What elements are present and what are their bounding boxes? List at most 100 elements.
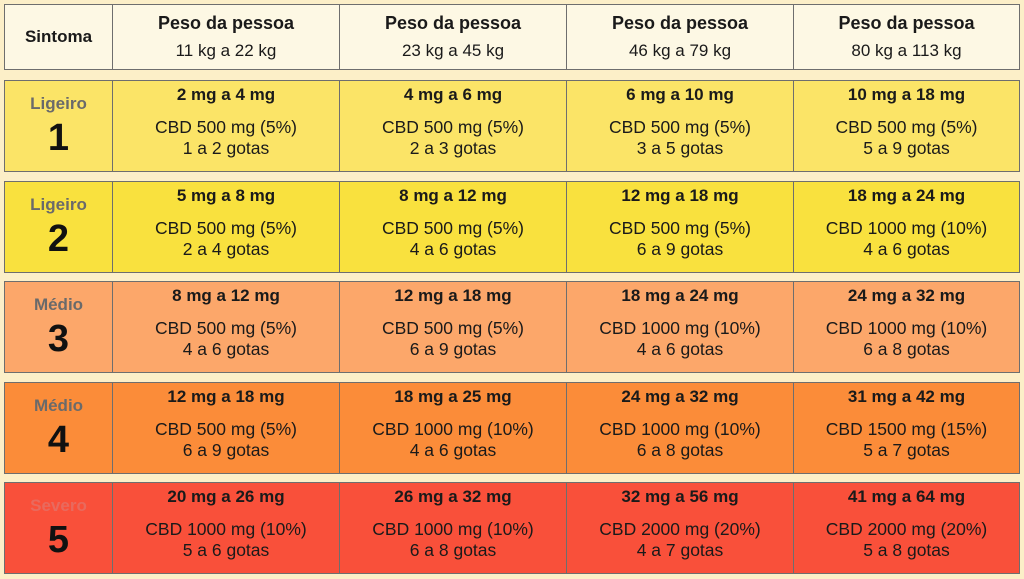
dose-range: 32 mg a 56 mg (621, 487, 739, 506)
dosage-cell: 5 mg a 8 mg CBD 500 mg (5%) 2 a 4 gotas (112, 182, 339, 272)
dosage-cell: 10 mg a 18 mg CBD 500 mg (5%) 5 a 9 gotas (793, 81, 1019, 171)
dosage-cell: 4 mg a 6 mg CBD 500 mg (5%) 2 a 3 gotas (339, 81, 566, 171)
dose-range: 24 mg a 32 mg (621, 387, 739, 406)
cbd-concentration: CBD 1000 mg (10%) (599, 419, 761, 439)
drops-count: 2 a 3 gotas (409, 138, 497, 158)
drops-count: 6 a 8 gotas (636, 440, 724, 460)
symptom-header-label: Sintoma (24, 27, 93, 46)
weight-header-cell: Peso da pessoa 11 kg a 22 kg (112, 5, 339, 69)
cbd-concentration: CBD 500 mg (5%) (382, 117, 524, 137)
dosage-cell: 24 mg a 32 mg CBD 1000 mg (10%) 6 a 8 gota… (566, 383, 793, 473)
dosage-cell: 2 mg a 4 mg CBD 500 mg (5%) 1 a 2 gotas (112, 81, 339, 171)
weight-header-range: 23 kg a 45 kg (401, 41, 505, 60)
severity-label: Médio (33, 295, 84, 314)
severity-level-number: 4 (47, 419, 70, 461)
drops-count: 6 a 9 gotas (409, 339, 497, 359)
dosage-cell: 20 mg a 26 mg CBD 1000 mg (10%) 5 a 6 gota… (112, 483, 339, 573)
drops-count: 5 a 6 gotas (182, 540, 270, 560)
dose-range: 20 mg a 26 mg (167, 487, 285, 506)
dosage-cell: 12 mg a 18 mg CBD 500 mg (5%) 6 a 9 gotas (112, 383, 339, 473)
dose-range: 6 mg a 10 mg (626, 85, 734, 104)
dosage-cell: 8 mg a 12 mg CBD 500 mg (5%) 4 a 6 gotas (339, 182, 566, 272)
symptom-header-cell: Sintoma (5, 5, 112, 69)
cbd-concentration: CBD 500 mg (5%) (609, 218, 751, 238)
weight-header-cell: Peso da pessoa 46 kg a 79 kg (566, 5, 793, 69)
weight-header-range: 46 kg a 79 kg (628, 41, 732, 60)
cbd-concentration: CBD 500 mg (5%) (382, 318, 524, 338)
weight-header-title: Peso da pessoa (611, 13, 749, 33)
dosage-cell: 6 mg a 10 mg CBD 500 mg (5%) 3 a 5 gotas (566, 81, 793, 171)
dosage-cell: 12 mg a 18 mg CBD 500 mg (5%) 6 a 9 gotas (566, 182, 793, 272)
cbd-concentration: CBD 500 mg (5%) (835, 117, 978, 137)
drops-count: 4 a 6 gotas (863, 239, 950, 259)
dose-range: 18 mg a 25 mg (394, 387, 512, 406)
cbd-concentration: CBD 1000 mg (10%) (372, 519, 534, 539)
dose-range: 2 mg a 4 mg (176, 85, 276, 104)
drops-count: 5 a 9 gotas (863, 138, 950, 158)
severity-level-number: 1 (47, 117, 70, 159)
weight-header-title: Peso da pessoa (838, 13, 975, 33)
dosage-cell: 18 mg a 24 mg CBD 1000 mg (10%) 4 a 6 gota… (793, 182, 1019, 272)
dosage-cell: 18 mg a 25 mg CBD 1000 mg (10%) 4 a 6 gota… (339, 383, 566, 473)
drops-count: 6 a 8 gotas (863, 339, 950, 359)
dosage-cell: 12 mg a 18 mg CBD 500 mg (5%) 6 a 9 gotas (339, 282, 566, 372)
symptom-cell: Médio 3 (5, 282, 112, 372)
drops-count: 5 a 7 gotas (863, 440, 950, 460)
severity-label: Ligeiro (30, 94, 87, 113)
severity-level-number: 2 (47, 218, 70, 260)
dosage-cell: 31 mg a 42 mg CBD 1500 mg (15%) 5 a 7 gota… (793, 383, 1019, 473)
dose-range: 10 mg a 18 mg (847, 85, 966, 104)
severity-level-number: 5 (47, 519, 70, 561)
dosage-row: Médio 4 12 mg a 18 mg CBD 500 mg (5%) 6 a 9 … (4, 382, 1020, 474)
dosage-row: Ligeiro 1 2 mg a 4 mg CBD 500 mg (5%) 1 a 2 … (4, 80, 1020, 172)
dose-range: 12 mg a 18 mg (621, 186, 739, 205)
drops-count: 4 a 6 gotas (182, 339, 270, 359)
cbd-concentration: CBD 500 mg (5%) (382, 218, 524, 238)
cbd-concentration: CBD 500 mg (5%) (155, 318, 297, 338)
cbd-concentration: CBD 500 mg (5%) (609, 117, 751, 137)
cbd-concentration: CBD 2000 mg (20%) (825, 519, 988, 539)
weight-header-range: 11 kg a 22 kg (175, 41, 277, 60)
severity-label: Médio (33, 396, 84, 415)
dosage-cell: 24 mg a 32 mg CBD 1000 mg (10%) 6 a 8 gota… (793, 282, 1019, 372)
weight-header-title: Peso da pessoa (384, 13, 522, 33)
dose-range: 31 mg a 42 mg (847, 387, 966, 406)
dose-range: 18 mg a 24 mg (621, 286, 739, 305)
symptom-cell: Severo 5 (5, 483, 112, 573)
dose-range: 8 mg a 12 mg (172, 286, 280, 305)
dose-range: 5 mg a 8 mg (176, 186, 276, 205)
dosage-cell: 8 mg a 12 mg CBD 500 mg (5%) 4 a 6 gotas (112, 282, 339, 372)
drops-count: 1 a 2 gotas (182, 138, 270, 158)
drops-count: 4 a 7 gotas (636, 540, 724, 560)
symptom-cell: Médio 4 (5, 383, 112, 473)
weight-header-cell: Peso da pessoa 23 kg a 45 kg (339, 5, 566, 69)
drops-count: 6 a 9 gotas (636, 239, 724, 259)
severity-label: Severo (30, 496, 87, 515)
dose-range: 12 mg a 18 mg (167, 387, 285, 406)
weight-header-range: 80 kg a 113 kg (851, 41, 962, 60)
drops-count: 3 a 5 gotas (636, 138, 724, 158)
drops-count: 4 a 6 gotas (409, 239, 497, 259)
dosage-cell: 32 mg a 56 mg CBD 2000 mg (20%) 4 a 7 gota… (566, 483, 793, 573)
cbd-concentration: CBD 500 mg (5%) (155, 218, 297, 238)
drops-count: 4 a 6 gotas (409, 440, 497, 460)
cbd-concentration: CBD 1000 mg (10%) (145, 519, 307, 539)
cbd-concentration: CBD 1000 mg (10%) (599, 318, 761, 338)
severity-label: Ligeiro (30, 195, 87, 214)
dosage-row: Médio 3 8 mg a 12 mg CBD 500 mg (5%) 4 a 6 g… (4, 281, 1020, 373)
symptom-cell: Ligeiro 2 (5, 182, 112, 272)
cbd-concentration: CBD 1000 mg (10%) (372, 419, 534, 439)
cbd-concentration: CBD 1000 mg (10%) (825, 318, 988, 338)
drops-count: 6 a 8 gotas (409, 540, 497, 560)
dose-range: 4 mg a 6 mg (403, 85, 503, 104)
drops-count: 5 a 8 gotas (863, 540, 950, 560)
weight-header-title: Peso da pessoa (157, 13, 295, 33)
cbd-concentration: CBD 500 mg (5%) (155, 117, 297, 137)
dose-range: 12 mg a 18 mg (394, 286, 512, 305)
cbd-concentration: CBD 2000 mg (20%) (599, 519, 761, 539)
dosage-row: Severo 5 20 mg a 26 mg CBD 1000 mg (10%) 5 a… (4, 482, 1020, 574)
cbd-concentration: CBD 1500 mg (15%) (825, 419, 988, 439)
dosage-cell: 26 mg a 32 mg CBD 1000 mg (10%) 6 a 8 gota… (339, 483, 566, 573)
dosage-cell: 41 mg a 64 mg CBD 2000 mg (20%) 5 a 8 gota… (793, 483, 1019, 573)
cbd-concentration: CBD 500 mg (5%) (155, 419, 297, 439)
